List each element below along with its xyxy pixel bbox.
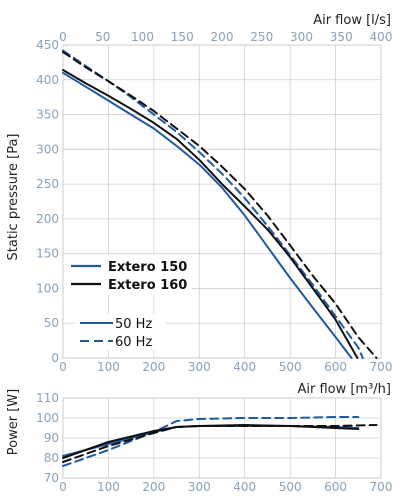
pressure-grid xyxy=(62,44,382,359)
legend-label-extero-150: Extero 150 xyxy=(108,260,187,275)
pressure-top-x-tick-400: 400 xyxy=(370,30,393,44)
pressure-series-extero-150-60-hz xyxy=(62,49,364,359)
pressure-top-x-tick-200: 200 xyxy=(211,30,234,44)
pressure-y-tick-200: 200 xyxy=(36,212,59,226)
pressure-top-x-tick-300: 300 xyxy=(290,30,313,44)
legend-label-50hz: 50 Hz xyxy=(115,317,152,332)
pressure-y-tick-0: 0 xyxy=(51,351,59,365)
pressure-x-tick-400: 400 xyxy=(233,360,256,374)
pressure-y-tick-350: 350 xyxy=(36,108,59,122)
pressure-top-x-tick-50: 50 xyxy=(95,30,110,44)
power-x-tick-500: 500 xyxy=(279,480,302,494)
legend: Extero 150 Extero 160 50 Hz 60 Hz xyxy=(64,255,192,350)
pressure-y-tick-450: 450 xyxy=(36,38,59,52)
power-x-tick-100: 100 xyxy=(97,480,120,494)
power-series-extero-150-60-hz xyxy=(62,416,360,467)
pressure-top-x-tick-250: 250 xyxy=(250,30,273,44)
legend-freq-background xyxy=(76,314,166,350)
power-y-tick-100: 100 xyxy=(36,411,59,425)
power-x-tick-600: 600 xyxy=(324,480,347,494)
power-y-tick-70: 70 xyxy=(44,471,59,485)
legend-label-60hz: 60 Hz xyxy=(115,335,152,350)
top-y-axis-label: Static pressure [Pa] xyxy=(6,134,21,261)
pressure-x-tick-600: 600 xyxy=(324,360,347,374)
power-tick-labels: 0 100 200 300 400 500 600 700 70 80 90 100 110 xyxy=(36,391,392,494)
pressure-series-extero-160-50-hz xyxy=(62,69,359,359)
pressure-x-tick-500: 500 xyxy=(279,360,302,374)
pressure-plot-frame xyxy=(62,44,382,359)
bottom-y-axis-label: Power [W] xyxy=(6,389,21,455)
top-x-axis-label: Air flow [l/s] xyxy=(313,13,391,28)
bottom-x-axis-label: Air flow [m³/h] xyxy=(297,382,391,397)
pressure-x-tick-0: 0 xyxy=(59,360,67,374)
pressure-x-tick-100: 100 xyxy=(97,360,120,374)
pressure-y-tick-400: 400 xyxy=(36,73,59,87)
power-y-tick-110: 110 xyxy=(36,391,59,405)
legend-label-extero-160: Extero 160 xyxy=(108,278,187,293)
pressure-top-x-tick-100: 100 xyxy=(131,30,154,44)
power-y-tick-90: 90 xyxy=(44,431,59,445)
power-x-tick-200: 200 xyxy=(142,480,165,494)
pressure-top-x-tick-0: 0 xyxy=(59,30,67,44)
power-x-tick-700: 700 xyxy=(370,480,393,494)
power-series-group xyxy=(62,416,378,467)
pressure-series-group xyxy=(62,49,378,359)
power-grid xyxy=(62,397,382,479)
power-series-extero-160-60-hz xyxy=(62,424,378,463)
power-y-tick-80: 80 xyxy=(44,451,59,465)
pressure-y-tick-250: 250 xyxy=(36,177,59,191)
pressure-y-tick-50: 50 xyxy=(44,316,59,330)
legend-background xyxy=(64,255,192,295)
pressure-top-x-tick-150: 150 xyxy=(171,30,194,44)
pressure-top-x-tick-350: 350 xyxy=(330,30,353,44)
pressure-series-extero-150-50-hz xyxy=(62,71,353,359)
power-x-tick-300: 300 xyxy=(188,480,211,494)
pressure-series-extero-160-60-hz xyxy=(62,51,378,359)
pressure-y-tick-300: 300 xyxy=(36,142,59,156)
pressure-x-tick-300: 300 xyxy=(188,360,211,374)
pressure-y-tick-100: 100 xyxy=(36,281,59,295)
pressure-x-tick-700: 700 xyxy=(370,360,393,374)
pressure-y-tick-150: 150 xyxy=(36,247,59,261)
pressure-tick-labels: 0 100 200 300 400 500 600 700050100150200250300… xyxy=(36,30,392,374)
power-series-extero-160-50-hz xyxy=(62,424,360,459)
power-x-tick-400: 400 xyxy=(233,480,256,494)
pressure-x-tick-200: 200 xyxy=(142,360,165,374)
power-x-tick-0: 0 xyxy=(59,480,67,494)
